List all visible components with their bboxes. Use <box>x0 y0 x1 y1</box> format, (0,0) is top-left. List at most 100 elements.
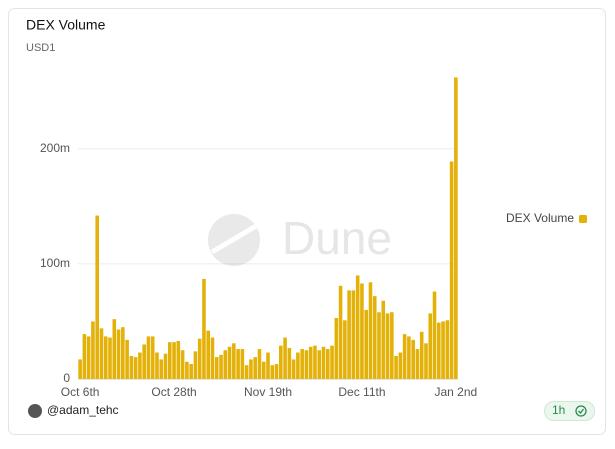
x-tick-label: Nov 19th <box>244 385 292 399</box>
bar <box>133 357 138 379</box>
watermark-text: Dune <box>282 212 392 264</box>
bar <box>283 337 287 379</box>
bar <box>227 346 232 379</box>
refresh-icon <box>575 405 587 417</box>
bar <box>313 345 317 379</box>
y-tick-label: 100m <box>40 256 70 270</box>
bar <box>428 313 433 379</box>
bar <box>347 290 351 379</box>
bar <box>274 364 279 379</box>
y-tick-label: 200m <box>40 141 70 155</box>
bar <box>351 290 356 379</box>
bar <box>176 341 181 379</box>
bar <box>197 338 202 379</box>
bar <box>411 339 415 379</box>
bar <box>432 291 437 379</box>
bar <box>270 365 275 379</box>
refresh-check <box>578 408 585 414</box>
bar <box>159 359 164 379</box>
bar <box>99 328 104 379</box>
bar <box>210 337 215 379</box>
bar <box>279 345 283 379</box>
bar <box>146 336 151 379</box>
bar <box>394 355 398 379</box>
bar <box>364 309 368 379</box>
refresh-label: 1h <box>552 403 565 417</box>
bar <box>168 342 172 379</box>
bar <box>78 359 82 379</box>
bar <box>385 313 390 379</box>
bar <box>142 344 146 379</box>
bar <box>129 355 134 379</box>
x-tick-label: Dec 11th <box>338 385 385 399</box>
bar <box>185 361 189 379</box>
bar <box>317 350 322 379</box>
bar <box>249 359 253 379</box>
bar <box>407 336 411 379</box>
bar <box>330 345 334 379</box>
bar <box>116 329 121 379</box>
bar <box>180 350 185 379</box>
bar <box>219 354 223 379</box>
bar <box>368 282 373 379</box>
author-avatar[interactable] <box>28 404 42 418</box>
legend-label: DEX Volume <box>506 211 574 225</box>
bar <box>419 331 424 379</box>
bar <box>445 320 450 379</box>
bar <box>381 300 386 379</box>
chart-title: DEX Volume <box>26 17 106 33</box>
bar <box>398 352 403 379</box>
bar <box>150 336 155 379</box>
bar <box>449 161 454 379</box>
bar <box>402 334 407 379</box>
bar <box>338 285 343 379</box>
bar <box>436 322 441 379</box>
bar <box>155 352 159 379</box>
bar <box>223 350 228 379</box>
bar <box>236 349 240 379</box>
bar <box>206 330 211 379</box>
bar <box>287 347 292 379</box>
bar <box>82 334 87 379</box>
bar <box>193 351 198 379</box>
bar <box>202 278 206 379</box>
bar <box>321 346 326 379</box>
bar <box>125 339 129 379</box>
bar <box>112 319 117 379</box>
bar <box>95 215 100 379</box>
bar <box>257 349 262 379</box>
bar <box>253 357 257 379</box>
bar <box>244 365 249 379</box>
bar <box>108 337 112 379</box>
bar <box>261 361 266 379</box>
bar <box>390 312 394 379</box>
bar <box>138 352 142 379</box>
bar <box>424 343 428 379</box>
x-tick-label: Oct 28th <box>151 385 196 399</box>
bar <box>91 321 95 379</box>
bar <box>360 283 364 379</box>
bar <box>232 343 236 379</box>
bar <box>240 349 245 379</box>
bar <box>172 342 176 379</box>
bar <box>103 336 108 379</box>
bar <box>214 357 219 379</box>
bar <box>304 350 309 379</box>
bar <box>296 352 300 379</box>
bar <box>355 275 360 379</box>
watermark-logo <box>208 214 260 266</box>
bar <box>325 349 330 379</box>
bar <box>415 349 420 379</box>
bar <box>308 346 313 379</box>
bar <box>121 327 125 379</box>
bar <box>334 318 339 379</box>
bar <box>163 353 168 379</box>
bar <box>372 296 377 379</box>
bar <box>189 364 193 379</box>
bar <box>300 349 304 379</box>
x-tick-label: Jan 2nd <box>435 385 478 399</box>
bar <box>291 359 296 379</box>
author-name[interactable]: @adam_tehc <box>47 403 119 417</box>
y-tick-label: 0 <box>63 371 70 385</box>
